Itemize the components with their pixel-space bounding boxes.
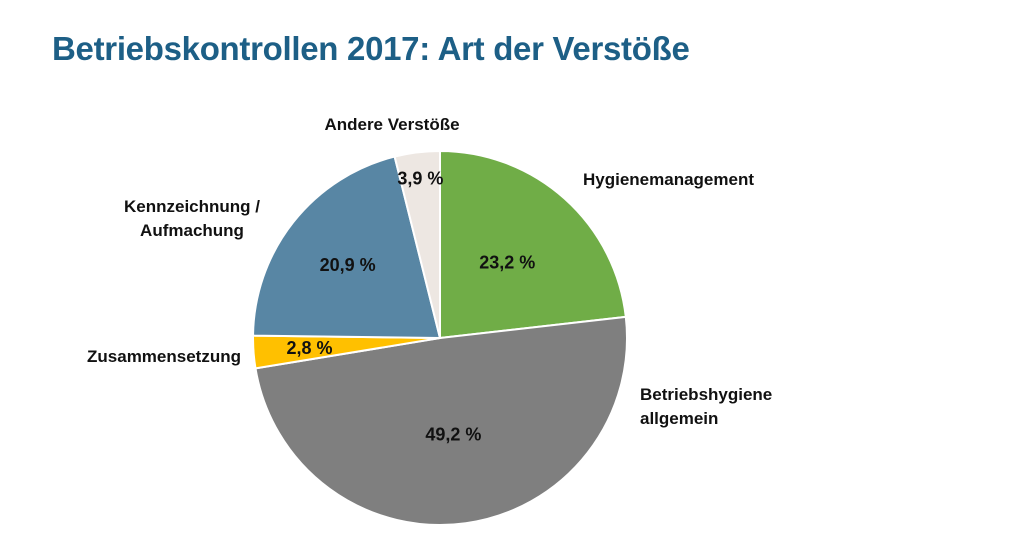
value-label-betriebshygiene-allgemein: 49,2 % <box>425 424 481 444</box>
value-label-hygienemanagement: 23,2 % <box>479 253 535 273</box>
category-label-kennzeichnung-aufmachung: Kennzeichnung / Aufmachung <box>124 197 260 240</box>
pie-category-labels: Hygienemanagement Betriebshygiene allgemei… <box>87 115 772 428</box>
pie-slices <box>252 149 628 526</box>
pie-slice-kennzeichnung-aufmachung <box>252 155 442 340</box>
value-label-andere-verstoesse: 3,9 % <box>397 168 443 188</box>
pie-slice-betriebshygiene-allgemein <box>254 315 628 526</box>
chart-title: Betriebskontrollen 2017: Art der Verstöß… <box>52 30 690 67</box>
pie-slice-hygienemanagement <box>439 149 627 340</box>
pie-value-labels: 23,2 % 49,2 % 2,8 % 20,9 % 3,9 % <box>286 168 535 444</box>
category-label-zusammensetzung: Zusammensetzung <box>87 347 241 366</box>
value-label-zusammensetzung: 2,8 % <box>286 338 332 358</box>
pie-slice-andere-verstoesse <box>393 149 441 339</box>
category-label-andere-verstoesse: Andere Verstöße <box>324 115 459 134</box>
category-label-betriebshygiene-allgemein: Betriebshygiene allgemein <box>640 385 772 428</box>
category-label-hygienemanagement: Hygienemanagement <box>583 170 754 189</box>
value-label-kennzeichnung-aufmachung: 20,9 % <box>320 255 376 275</box>
